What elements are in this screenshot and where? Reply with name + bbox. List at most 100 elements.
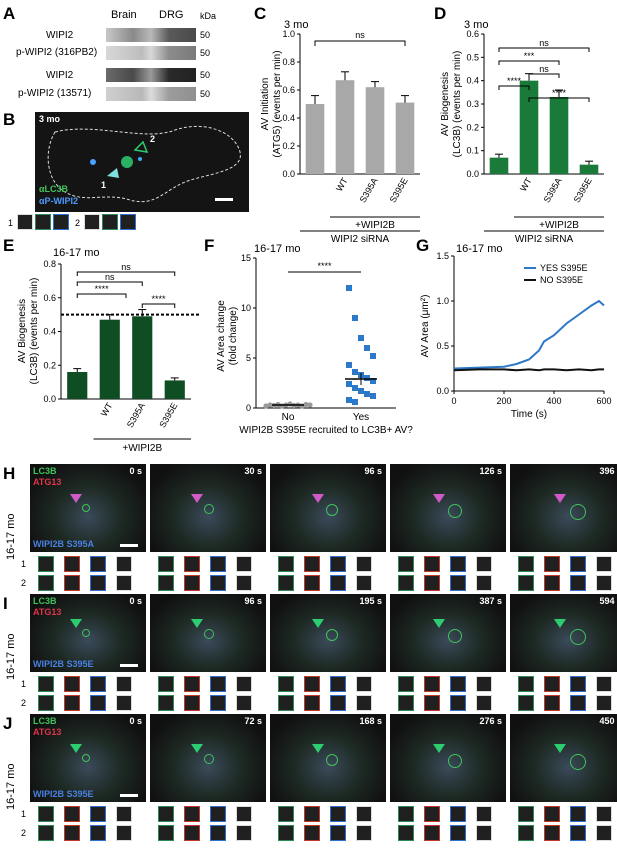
panel-letter-b: B <box>3 110 16 129</box>
inset-thumb <box>596 575 612 591</box>
inset-thumb <box>330 556 346 572</box>
bar <box>132 316 153 399</box>
inset-thumb <box>278 806 294 822</box>
chart-c: 0.0 0.2 0.4 0.6 0.8 1.0 WT S395A S395E 3 mo AV Ini… <box>260 19 420 244</box>
y-axis-label: AV Biogenesis <box>440 72 451 136</box>
sig-label: **** <box>507 76 522 86</box>
inset-thumb <box>424 556 440 572</box>
inset-thumb <box>38 695 54 711</box>
arrowhead-marker <box>70 744 82 753</box>
inset-thumb <box>450 575 466 591</box>
data-point-yes <box>352 399 358 405</box>
inset-thumb <box>476 676 492 692</box>
blot-header-brain: Brain <box>111 9 137 21</box>
bar <box>365 87 385 174</box>
arrowhead-marker <box>433 494 445 503</box>
inset-thumb <box>476 825 492 841</box>
inset-thumb <box>544 556 560 572</box>
av-spot <box>570 629 586 645</box>
inset-thumb <box>184 825 200 841</box>
time-lapse-frame: 0 s LC3B ATG13 WIPI2B S395A <box>30 464 146 552</box>
side-age-label: 16-17 mo <box>5 513 17 560</box>
cell-outline <box>47 126 241 202</box>
inset-thumb <box>184 575 200 591</box>
inset-thumb <box>330 825 346 841</box>
y-tick-label: 5 <box>246 353 251 363</box>
y-tick-label: 0.4 <box>43 327 56 337</box>
inset-thumb <box>330 676 346 692</box>
inset-thumb <box>236 676 252 692</box>
inset-thumb <box>330 695 346 711</box>
x-tick-label: 600 <box>596 396 611 406</box>
inset-thumb <box>236 575 252 591</box>
data-point-yes <box>370 393 376 399</box>
sig-label: **** <box>317 261 332 271</box>
x-tick-label: WT <box>334 176 350 194</box>
panel-letter-e: E <box>3 236 15 255</box>
inset-index: 1 <box>8 218 14 228</box>
inset-thumb <box>356 556 372 572</box>
inset-thumb <box>278 676 294 692</box>
inset-thumb <box>476 806 492 822</box>
inset-thumb <box>356 825 372 841</box>
inset-thumb <box>518 806 534 822</box>
blot-row-label: WIPI2 <box>46 30 74 41</box>
channel-label-lc3b: LC3B <box>33 716 57 726</box>
inset-thumb <box>424 695 440 711</box>
sig-label: **** <box>95 284 110 294</box>
x-axis-title: WIPI2B S395E recruited to LC3B+ AV? <box>239 425 413 436</box>
bar <box>305 104 325 174</box>
inset-thumb <box>518 575 534 591</box>
time-label: 126 s <box>479 466 502 476</box>
blot-kda: 50 <box>200 70 211 80</box>
inset-thumb <box>84 214 100 230</box>
time-label: 96 s <box>364 466 382 476</box>
inset-thumb <box>210 825 226 841</box>
side-age-label: 16-17 mo <box>5 763 17 810</box>
data-point-no <box>267 402 273 408</box>
bar <box>519 80 539 174</box>
arrowhead-marker <box>312 494 324 503</box>
inset-thumb <box>53 214 69 230</box>
y-axis-label: (LC3B) (events per min) <box>29 278 40 385</box>
inset-thumb <box>116 695 132 711</box>
channel-label-lc3b: αLC3B <box>39 184 69 194</box>
inset-thumb <box>278 575 294 591</box>
inset-index: 1 <box>21 679 27 689</box>
inset-thumb <box>596 825 612 841</box>
inset-thumb <box>210 806 226 822</box>
inset-thumb <box>596 695 612 711</box>
av-spot <box>326 754 338 766</box>
inset-thumb <box>570 575 586 591</box>
y-tick-label: 15 <box>241 253 251 263</box>
inset-thumb <box>278 825 294 841</box>
inset-index: 2 <box>21 828 27 838</box>
inset-index: 1 <box>21 559 27 569</box>
y-tick-label: 10 <box>241 303 251 313</box>
time-label: 0 s <box>129 466 142 476</box>
sig-label: **** <box>151 294 166 304</box>
x-axis-label: Time (s) <box>511 409 547 420</box>
data-point-no <box>307 402 313 408</box>
inset-thumb <box>544 806 560 822</box>
inset-thumb <box>570 676 586 692</box>
inset-thumb <box>330 806 346 822</box>
inset-thumb <box>518 695 534 711</box>
chart-d: 0.0 0.1 0.2 0.3 0.4 0.5 0.6 WT S395A S395E 3 mo AV … <box>440 19 604 244</box>
sig-bracket <box>314 40 406 46</box>
y-tick-label: 0.3 <box>466 99 479 109</box>
age-label: 16-17 mo <box>53 247 99 259</box>
side-age-label: 16-17 mo <box>5 633 17 680</box>
arrowhead-marker <box>554 494 566 503</box>
y-tick-label: 1.0 <box>436 296 449 306</box>
inset-thumb <box>158 806 174 822</box>
x-tick-label: S395A <box>358 176 380 204</box>
time-lapse-frame: 450 s <box>510 714 617 802</box>
inset-thumb <box>116 806 132 822</box>
x-tick-label: S395A <box>542 176 564 204</box>
inset-thumb <box>450 806 466 822</box>
inset-thumb <box>304 806 320 822</box>
av-spot <box>82 754 90 762</box>
inset-thumb <box>38 556 54 572</box>
time-label: 30 s <box>244 466 262 476</box>
